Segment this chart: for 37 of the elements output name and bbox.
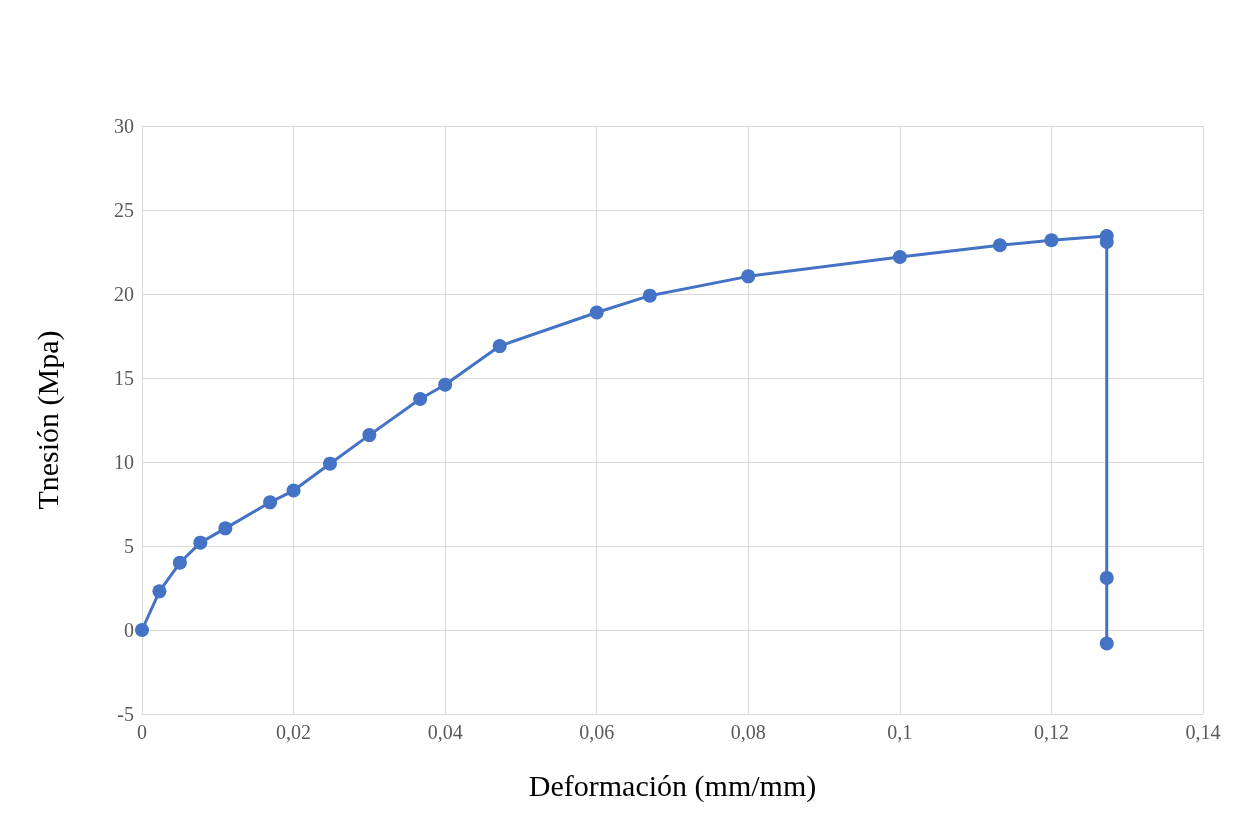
y-tick-label: -5 [117, 703, 134, 725]
point [322, 456, 337, 471]
y-tick-label: 25 [114, 199, 134, 221]
x-tick-label: 0,1 [887, 721, 913, 743]
point [193, 535, 208, 550]
point [413, 392, 428, 406]
x-tick-label: 0,06 [579, 721, 615, 743]
point [992, 238, 1007, 253]
point [892, 250, 907, 265]
point [642, 288, 657, 303]
point [218, 521, 233, 536]
point [1044, 233, 1059, 248]
y-tick-label: 20 [114, 283, 134, 305]
point [1099, 570, 1114, 585]
point [263, 495, 278, 510]
y-tick-label: 5 [124, 535, 134, 557]
y-axis-title: Tnesión (Mpa) [30, 330, 65, 510]
y-tick-label: 10 [114, 451, 134, 473]
y-tick-label: 0 [124, 619, 134, 641]
x-tick-label: 0,12 [1033, 721, 1069, 743]
x-axis-title: Deformación (mm/mm) [528, 768, 817, 803]
point [741, 269, 756, 284]
point [286, 483, 301, 498]
y-tick-label: 30 [114, 115, 134, 137]
point [152, 584, 167, 599]
point [362, 428, 377, 443]
x-tick-label: 0,04 [427, 721, 463, 743]
point [135, 623, 149, 637]
point [589, 305, 604, 320]
y-tick-label: 15 [114, 367, 134, 389]
point [438, 377, 453, 392]
x-tick-label: 0,08 [730, 721, 766, 743]
x-tick-label: 0,14 [1185, 721, 1221, 743]
point [492, 339, 507, 354]
point [172, 555, 187, 570]
x-tick-label: 0,02 [276, 721, 312, 743]
point [1099, 636, 1114, 651]
